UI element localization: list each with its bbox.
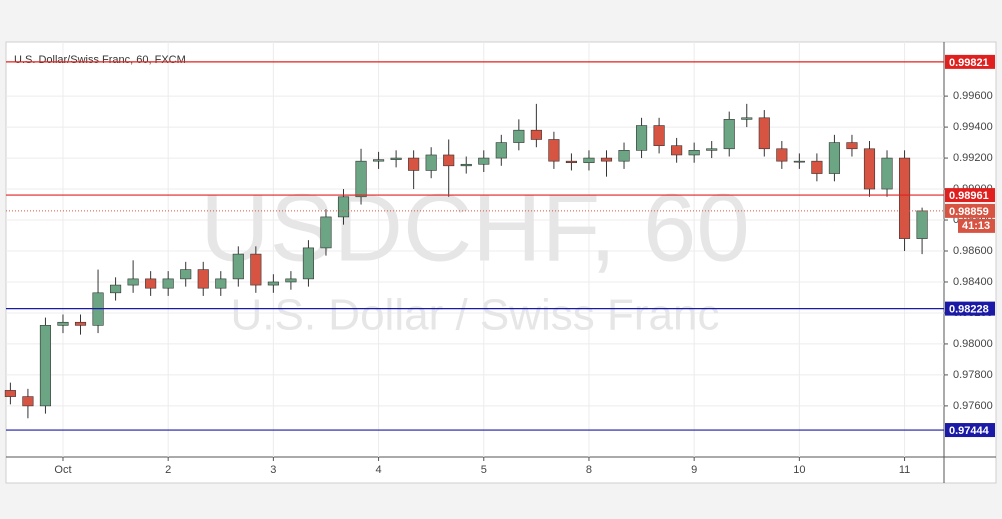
- candle-body: [197, 269, 209, 289]
- candle-body: [215, 278, 227, 289]
- candle-body: [250, 253, 262, 286]
- x-tick-label: 10: [793, 464, 805, 476]
- candle-body: [671, 145, 683, 156]
- candle-body: [741, 117, 753, 120]
- candle-body: [688, 150, 700, 156]
- watermark: USDCHF, 60: [200, 174, 749, 281]
- candle-body: [57, 321, 69, 326]
- candle-body: [180, 269, 192, 280]
- countdown-label: 41:13: [962, 220, 990, 232]
- candle-body: [337, 196, 350, 218]
- y-tick-label: 0.99200: [953, 152, 993, 164]
- candle-body: [513, 129, 525, 143]
- level-label: 0.98961: [949, 190, 989, 202]
- chart-frame: [5, 41, 997, 484]
- y-tick-label: 0.98600: [953, 245, 993, 257]
- candle-body: [285, 278, 297, 283]
- candle-body: [355, 160, 367, 198]
- candle-body: [145, 278, 157, 289]
- x-tick-label: 5: [481, 464, 487, 476]
- x-tick-label: 2: [165, 464, 171, 476]
- countdown-box: [958, 218, 995, 233]
- level-label: 0.99821: [949, 57, 989, 69]
- y-tick-label: 0.97600: [953, 400, 993, 412]
- candle-body: [39, 325, 52, 407]
- candle-body: [478, 157, 490, 165]
- chart-title: U.S. Dollar/Swiss Franc, 60, FXCM: [14, 54, 186, 66]
- candle-body: [127, 278, 139, 286]
- y-tick-label: 0.98000: [953, 338, 993, 350]
- candle-body: [110, 284, 122, 294]
- candle-body: [811, 160, 823, 174]
- x-tick-label: 11: [899, 464, 910, 476]
- candle-body: [267, 281, 279, 286]
- candle-body: [881, 157, 893, 190]
- candle-body: [548, 139, 560, 162]
- x-tick-label: 9: [691, 464, 697, 476]
- watermark-subtitle: U.S. Dollar / Swiss Franc: [231, 291, 720, 340]
- y-tick-label: 0.98400: [953, 276, 993, 288]
- candle-body: [162, 278, 174, 289]
- last-price-box: [945, 203, 995, 218]
- candle-body: [636, 125, 648, 151]
- candle-body: [706, 148, 718, 151]
- candle-body: [22, 396, 34, 407]
- candle-body: [460, 163, 472, 167]
- candle-body: [320, 216, 332, 249]
- level-label: 0.98228: [949, 304, 989, 316]
- candle-body: [232, 253, 244, 280]
- candle-body: [302, 247, 314, 280]
- candle-body: [4, 390, 16, 397]
- candle-body: [723, 119, 735, 150]
- last-price-label: 0.98859: [949, 206, 989, 218]
- candle-body: [390, 157, 402, 160]
- x-tick-label: 4: [376, 464, 382, 476]
- y-tick-label: 0.97800: [953, 369, 993, 381]
- candle-body: [600, 157, 613, 162]
- level-label-box: [945, 301, 995, 316]
- y-tick-label: 0.99600: [953, 90, 993, 102]
- x-tick-label: 8: [586, 464, 592, 476]
- candle-body: [863, 148, 876, 190]
- candle-body: [565, 160, 577, 164]
- candle-body: [758, 117, 770, 150]
- candle-body: [828, 142, 840, 174]
- candle-body: [846, 142, 858, 150]
- candle-body: [74, 321, 87, 326]
- candle-body: [495, 142, 507, 159]
- candle-body: [583, 157, 595, 164]
- candle-body: [898, 157, 911, 239]
- candle-body: [443, 154, 455, 167]
- candle-body: [425, 154, 437, 171]
- candle-body: [373, 159, 385, 162]
- candle-body: [653, 125, 665, 146]
- candle-body: [916, 210, 928, 239]
- candle-body: [793, 160, 805, 163]
- candle-body: [408, 157, 420, 171]
- candle-body: [776, 148, 788, 162]
- level-label: 0.97444: [949, 425, 990, 437]
- level-label-box: [945, 54, 995, 69]
- level-label-box: [945, 423, 995, 438]
- candle-body: [618, 150, 630, 162]
- x-tick-label: Oct: [54, 464, 71, 476]
- y-tick-label: 0.99400: [953, 121, 993, 133]
- x-tick-label: 3: [270, 464, 276, 476]
- candle-body: [530, 129, 542, 140]
- level-label-box: [945, 188, 995, 203]
